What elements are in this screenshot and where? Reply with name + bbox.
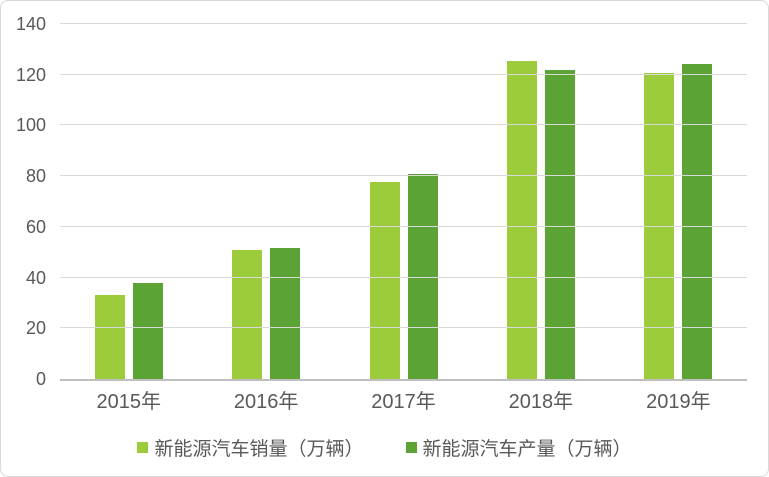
gridline-120 — [60, 73, 747, 75]
gridline-80 — [60, 175, 747, 177]
y-tick-0: 0 — [35, 369, 46, 389]
legend-label: 新能源汽车产量（万辆） — [422, 439, 632, 460]
bar-sales-2017年 — [369, 182, 400, 379]
legend: 新能源汽车销量（万辆） 新能源汽车产量（万辆） — [1, 434, 768, 461]
y-axis-labels: 0 20 40 60 80 100 120 140 — [1, 1, 46, 476]
legend-item-production: 新能源汽车产量（万辆） — [405, 434, 632, 461]
gridline-140 — [60, 23, 747, 24]
plot-area — [60, 23, 747, 381]
bar-sales-2018年 — [506, 60, 537, 379]
x-axis-labels: 2015年 2016年 2017年 2018年 2019年 — [60, 385, 747, 414]
y-tick-60: 60 — [25, 216, 46, 237]
legend-item-sales: 新能源汽车销量（万辆） — [137, 434, 364, 461]
bar-sales-2016年 — [232, 250, 263, 379]
legend-swatch-icon — [137, 442, 149, 453]
bar-group-2019年 — [610, 24, 747, 379]
bar-production-2018年 — [544, 69, 575, 379]
x-label-2017年: 2017年 — [371, 391, 436, 413]
y-tick-100: 100 — [15, 115, 46, 136]
bar-group-2015年 — [60, 24, 197, 379]
y-tick-40: 40 — [25, 267, 46, 288]
y-tick-120: 120 — [15, 64, 46, 85]
y-tick-80: 80 — [25, 166, 46, 187]
bar-group-2016年 — [197, 24, 334, 379]
gridline-40 — [60, 276, 747, 278]
gridline-100 — [60, 124, 747, 126]
legend-swatch-icon — [405, 442, 417, 453]
gridline-60 — [60, 225, 747, 227]
bar-production-2015年 — [132, 282, 163, 379]
bar-production-2019年 — [682, 64, 713, 379]
x-label-2016年: 2016年 — [233, 391, 299, 413]
bar-sales-2015年 — [94, 295, 125, 379]
bar-group-2018年 — [472, 24, 609, 379]
y-tick-140: 140 — [15, 14, 46, 34]
bar-production-2016年 — [270, 247, 301, 379]
bar-group-2017年 — [335, 24, 472, 379]
x-label-2019年: 2019年 — [646, 391, 711, 413]
x-label-2015年: 2015年 — [96, 391, 161, 413]
gridline-20 — [60, 327, 747, 329]
x-label-2018年: 2018年 — [508, 391, 574, 413]
bars-layer — [60, 24, 747, 379]
legend-label: 新能源汽车销量（万辆） — [154, 439, 364, 460]
bar-production-2017年 — [407, 173, 438, 379]
y-tick-20: 20 — [25, 318, 46, 339]
